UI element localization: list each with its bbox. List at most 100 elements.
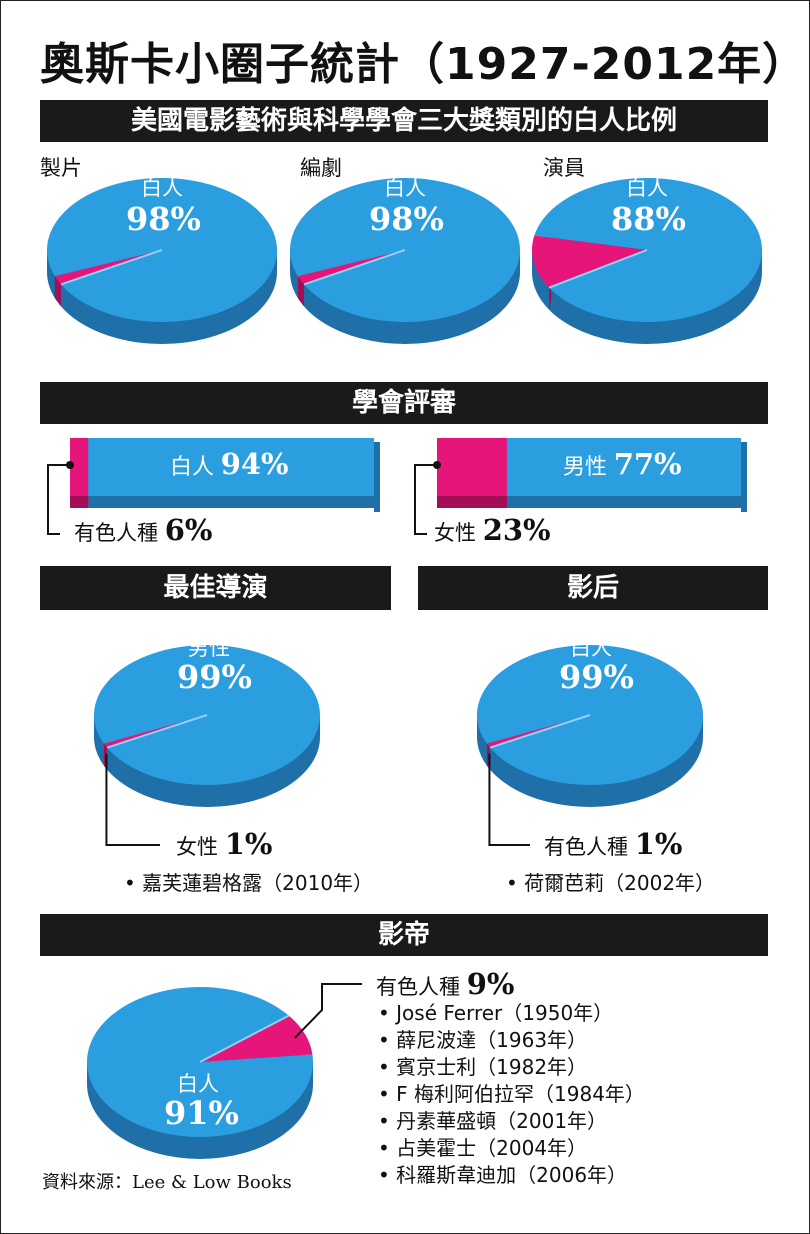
list-item: • F 梅利阿伯拉罕（1984年） [378,1081,645,1108]
bullet-icon: • [378,1028,397,1052]
actress-pct: 99% [559,658,634,696]
pie1-category: 製片 [40,156,82,180]
actor-minor-pct: 9% [466,967,515,1001]
section3-right-heading: 影后 [418,566,768,610]
actor-pct: 91% [164,1094,239,1132]
winner-name: F 梅利阿伯拉罕（1984年） [396,1082,645,1106]
jury-bar2-main: 男性 77% [563,447,682,481]
winner-name: 占美霍士（2004年） [396,1136,588,1160]
pie3-edge [548,249,648,289]
section4-heading: 影帝 [40,914,768,956]
bullet-icon: • [378,1082,397,1106]
jury-bar1-minor-shade [70,496,89,508]
actress-label: 白人 [570,636,612,660]
jury-bar2-minor: 女性 23% [434,513,551,547]
winner-name: 薛尼波達（1963年） [396,1028,588,1052]
jury-bar2-minor-shade [437,496,507,508]
jury-bar2-main-label: 男性 [563,455,608,480]
actor-pie-major-slice [87,987,314,1138]
actor-minor: 有色人種 9% [376,967,514,1001]
section3-left-heading: 最佳導演 [40,566,391,610]
pie3-label: 白人 [626,176,668,200]
page-title: 奧斯卡小圈子統計（1927-2012年） [40,39,808,90]
jury-bar1-main-label: 白人 [170,455,215,480]
actress-minor-pct: 1% [634,827,683,861]
jury-bar1-leader-dot [66,461,74,469]
list-item: • 科羅斯韋迪加（2006年） [378,1162,645,1189]
actress-minor: 有色人種 1% [544,827,682,861]
jury-bar1-major-shade [70,496,374,508]
jury-bar2-leader-line [414,464,435,535]
director-minor-label: 女性 [176,835,218,859]
list-item: • 薛尼波達（1963年） [378,1027,645,1054]
pie3-minor-slice [531,235,647,288]
bullet-icon: • [378,1109,397,1133]
jury-bar1-leader-line [47,464,68,535]
source-note: 資料來源：Lee & Low Books [42,1172,292,1193]
section1-heading: 美國電影藝術與科學學會三大獎類別的白人比例 [40,100,768,142]
pie1-major-slice [47,178,278,323]
jury-bar1-minor [70,438,89,508]
actress-leader-line [488,753,530,846]
jury-bar2-leader-dot [433,461,441,469]
actor-pie-minor-slice [200,1015,313,1062]
winner-name: 科羅斯韋迪加（2006年） [396,1163,628,1187]
pie1-minor-side [54,276,62,307]
actress-note: • 荷爾芭莉（2002年） [506,867,715,896]
actress-pie-edge [489,714,591,749]
pie1-label: 白人 [141,176,183,200]
pie1-edge [60,249,163,286]
pie2-pct: 98% [369,200,444,238]
director-label: 男性 [188,636,230,660]
pie1-pct: 98% [126,200,201,238]
list-item: • José Ferrer（1950年） [378,1000,645,1027]
director-pct: 99% [177,658,252,696]
list-item: • 賓京士利（1982年） [378,1054,645,1081]
pie2-category: 編劇 [300,156,342,180]
director-leader-line [105,753,160,846]
bullet-icon: • [506,871,518,895]
actor-minor-label: 有色人種 [376,975,460,999]
jury-bar1-minor-label: 有色人種 [74,521,158,545]
jury-bar2-minor-pct: 23% [482,513,551,547]
bullet-icon: • [378,1136,397,1160]
director-note-text: 嘉芙蓮碧格露（2010年） [142,871,374,895]
bullet-icon: • [124,871,136,895]
jury-bar1-minor-pct: 6% [164,513,213,547]
actor-pie-edge [199,1014,290,1063]
winner-name: 丹素華盛頓（2001年） [396,1109,608,1133]
jury-bar2-main-pct: 77% [613,447,682,481]
pie3-major-slice [534,177,762,322]
winner-name: José Ferrer（1950年） [396,1001,614,1025]
jury-bar1-main-pct: 94% [220,447,289,481]
actor-leader-line [294,983,362,1039]
winner-name: 賓京士利（1982年） [396,1055,588,1079]
section2-heading: 學會評審 [40,382,768,424]
pie3-pct: 88% [611,200,686,238]
actor-winner-list: • José Ferrer（1950年） • 薛尼波達（1963年） • 賓京士… [378,1000,645,1189]
actor-label: 白人 [177,1072,219,1096]
director-pie-edge [106,714,208,749]
jury-bar1-main: 白人 94% [170,447,289,481]
bullet-icon: • [378,1055,397,1079]
actress-minor-label: 有色人種 [544,835,628,859]
director-note: • 嘉芙蓮碧格露（2010年） [124,867,373,896]
list-item: • 占美霍士（2004年） [378,1135,645,1162]
bullet-icon: • [378,1001,397,1025]
pie3-category: 演員 [543,156,585,180]
list-item: • 丹素華盛頓（2001年） [378,1108,645,1135]
pie2-edge [303,249,406,286]
jury-bar1-major-depth [374,442,380,512]
jury-bar1-minor: 有色人種 6% [74,513,212,547]
jury-bar2-major-depth [741,442,747,512]
actress-note-text: 荷爾芭莉（2002年） [524,871,716,895]
jury-bar2-major-shade [437,496,741,508]
bullet-icon: • [378,1163,397,1187]
jury-bar2-minor-label: 女性 [434,521,476,545]
pie2-major-slice [290,178,521,323]
pie2-minor-side [297,276,305,307]
director-minor: 女性 1% [176,827,272,861]
director-minor-pct: 1% [224,827,273,861]
pie2-label: 白人 [384,176,426,200]
